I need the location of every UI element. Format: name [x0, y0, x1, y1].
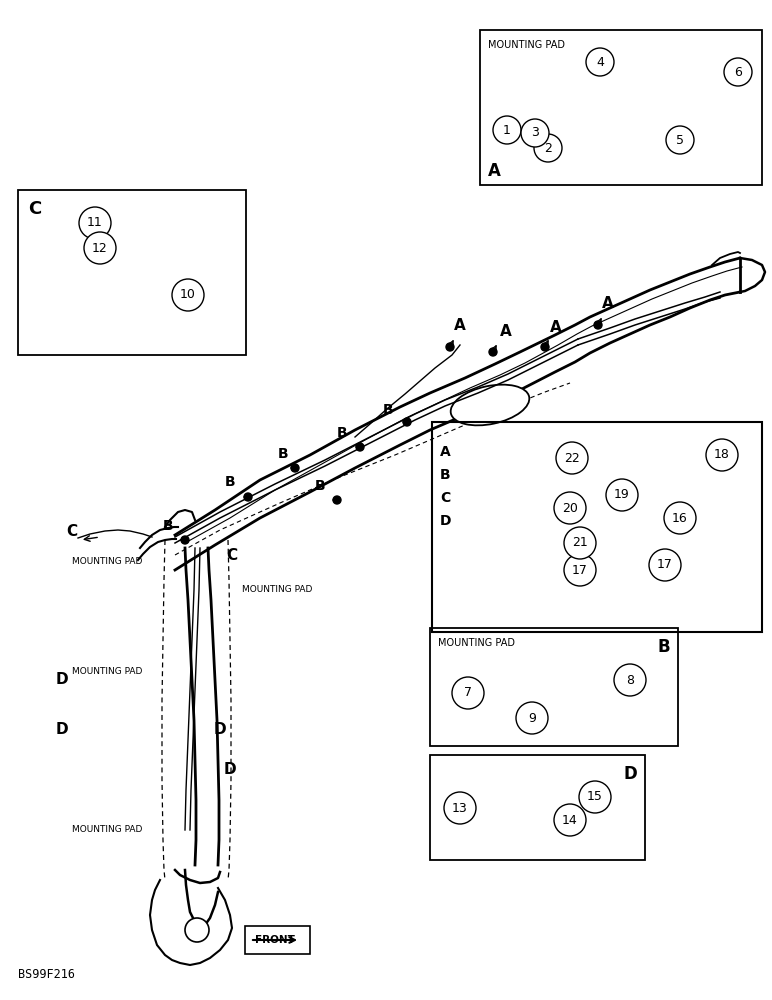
- Circle shape: [614, 664, 646, 696]
- Text: FRONT: FRONT: [255, 935, 295, 945]
- Text: A: A: [602, 296, 614, 312]
- Circle shape: [172, 279, 204, 311]
- Text: B: B: [225, 475, 235, 489]
- Circle shape: [185, 918, 209, 942]
- Circle shape: [516, 702, 548, 734]
- Circle shape: [594, 321, 602, 329]
- Bar: [430, 628, 678, 746]
- Circle shape: [664, 502, 696, 534]
- Text: C: C: [440, 491, 450, 505]
- Text: B: B: [278, 447, 288, 461]
- Text: C: C: [66, 524, 77, 540]
- Text: B: B: [163, 519, 173, 533]
- Circle shape: [564, 527, 596, 559]
- Text: 12: 12: [92, 241, 108, 254]
- Circle shape: [489, 348, 497, 356]
- Text: 5: 5: [676, 133, 684, 146]
- Text: 15: 15: [587, 790, 603, 804]
- Text: B: B: [658, 638, 670, 656]
- Circle shape: [554, 804, 586, 836]
- Circle shape: [724, 58, 752, 86]
- Circle shape: [493, 116, 521, 144]
- Text: 2: 2: [544, 141, 552, 154]
- Circle shape: [649, 549, 681, 581]
- Text: D: D: [214, 722, 226, 738]
- Text: 4: 4: [596, 55, 604, 68]
- Text: 16: 16: [672, 512, 688, 524]
- Text: 18: 18: [714, 448, 730, 462]
- Circle shape: [666, 126, 694, 154]
- Text: 20: 20: [562, 502, 578, 514]
- Text: 22: 22: [564, 452, 580, 464]
- Text: 13: 13: [452, 802, 468, 814]
- Text: D: D: [224, 762, 236, 778]
- Text: D: D: [56, 722, 68, 738]
- Text: C: C: [28, 200, 41, 218]
- Circle shape: [244, 493, 252, 501]
- Text: MOUNTING PAD: MOUNTING PAD: [242, 585, 313, 594]
- Bar: [480, 30, 762, 185]
- Circle shape: [521, 119, 549, 147]
- Bar: [432, 422, 762, 632]
- Text: A: A: [454, 318, 466, 334]
- Circle shape: [606, 479, 638, 511]
- Text: C: C: [226, 548, 238, 562]
- Text: MOUNTING PAD: MOUNTING PAD: [72, 668, 142, 676]
- Text: D: D: [440, 514, 452, 528]
- Text: A: A: [488, 162, 501, 180]
- Text: A: A: [440, 445, 451, 459]
- Text: 17: 17: [657, 558, 673, 572]
- Circle shape: [403, 418, 411, 426]
- Text: D: D: [56, 672, 68, 688]
- Bar: [18, 190, 246, 355]
- Text: B: B: [440, 468, 451, 482]
- Text: MOUNTING PAD: MOUNTING PAD: [438, 638, 515, 648]
- Text: MOUNTING PAD: MOUNTING PAD: [72, 826, 142, 834]
- Text: B: B: [337, 426, 347, 440]
- Text: 21: 21: [572, 536, 587, 550]
- Circle shape: [356, 443, 364, 451]
- Text: 7: 7: [464, 686, 472, 700]
- Circle shape: [291, 464, 299, 472]
- Circle shape: [556, 442, 588, 474]
- Text: BS99F216: BS99F216: [18, 968, 75, 982]
- Text: 11: 11: [87, 217, 103, 230]
- Circle shape: [534, 134, 562, 162]
- Text: D: D: [623, 765, 637, 783]
- Text: A: A: [500, 324, 512, 340]
- Text: 1: 1: [503, 123, 511, 136]
- Text: 3: 3: [531, 126, 539, 139]
- Text: MOUNTING PAD: MOUNTING PAD: [72, 558, 142, 566]
- Circle shape: [706, 439, 738, 471]
- Ellipse shape: [451, 385, 530, 425]
- Text: MOUNTING PAD: MOUNTING PAD: [488, 40, 565, 50]
- Circle shape: [181, 536, 189, 544]
- Circle shape: [452, 677, 484, 709]
- Text: 6: 6: [734, 66, 742, 79]
- Text: 14: 14: [562, 814, 578, 826]
- Circle shape: [541, 343, 549, 351]
- Circle shape: [564, 554, 596, 586]
- Circle shape: [84, 232, 116, 264]
- Circle shape: [554, 492, 586, 524]
- Circle shape: [586, 48, 614, 76]
- Circle shape: [333, 496, 341, 504]
- Text: 19: 19: [614, 488, 630, 502]
- Text: 17: 17: [572, 564, 588, 576]
- Circle shape: [444, 792, 476, 824]
- Circle shape: [579, 781, 611, 813]
- Text: B: B: [315, 479, 325, 493]
- Circle shape: [446, 343, 454, 351]
- Text: 9: 9: [528, 712, 536, 724]
- Text: 8: 8: [626, 674, 634, 686]
- Bar: [430, 755, 645, 860]
- Text: 10: 10: [180, 288, 196, 302]
- Text: A: A: [550, 320, 562, 334]
- Circle shape: [79, 207, 111, 239]
- Text: B: B: [383, 403, 393, 417]
